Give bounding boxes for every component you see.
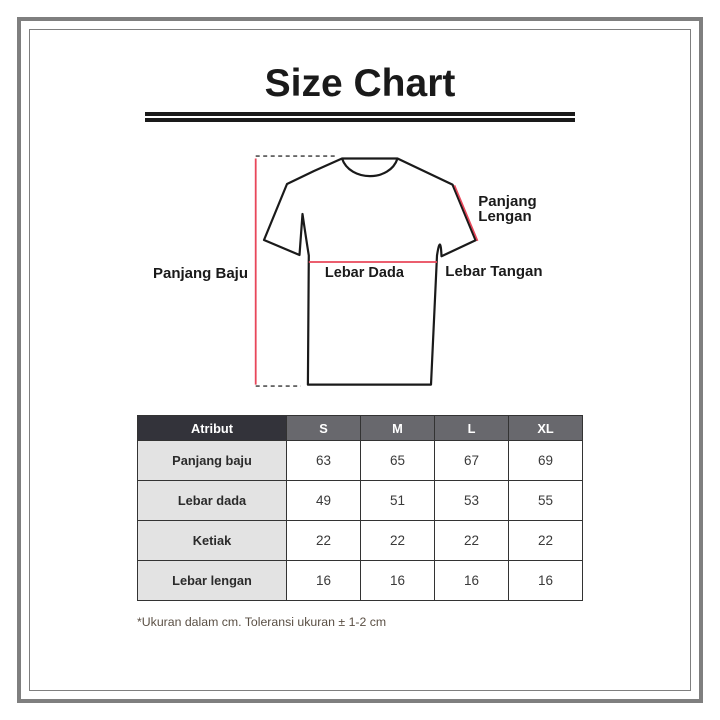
svg-text:Lebar Dada: Lebar Dada — [325, 265, 405, 281]
svg-text:Panjang Baju: Panjang Baju — [153, 265, 248, 282]
svg-text:Lebar Tangan: Lebar Tangan — [445, 263, 542, 280]
svg-text:Lengan: Lengan — [478, 208, 531, 225]
